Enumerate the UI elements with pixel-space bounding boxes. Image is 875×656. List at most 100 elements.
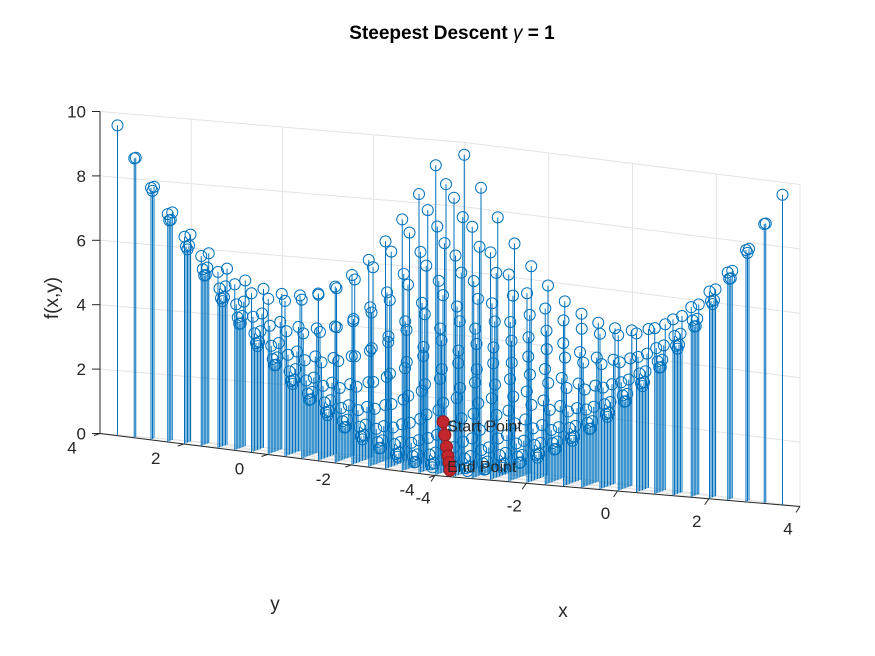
stem-marker — [524, 368, 536, 381]
stem-marker — [164, 213, 177, 226]
z-tick-label: 4 — [77, 296, 86, 315]
stem-marker — [421, 204, 434, 217]
stem-marker — [280, 325, 293, 338]
stem-marker — [492, 432, 504, 445]
stem-marker — [247, 310, 259, 323]
stem-marker — [344, 378, 357, 391]
stem-marker — [654, 361, 667, 374]
stem-marker — [600, 407, 612, 420]
stem-marker — [388, 438, 401, 451]
stem-marker — [543, 403, 556, 416]
x-tick-mark — [613, 490, 618, 498]
x-tick-mark — [795, 506, 801, 513]
stem-marker — [489, 378, 501, 391]
stem-marker — [379, 235, 392, 248]
stem-marker — [464, 450, 477, 463]
stem-marker — [440, 178, 452, 191]
stem-marker — [216, 295, 229, 308]
stem-marker — [429, 159, 442, 172]
stem-marker — [265, 339, 278, 352]
stem-marker — [364, 301, 377, 314]
stem-marker — [382, 330, 395, 343]
stem-marker — [291, 345, 303, 358]
stem-marker — [516, 449, 529, 462]
z-tick-label: 6 — [77, 231, 86, 250]
stem-marker — [540, 324, 553, 337]
stem-marker — [467, 275, 480, 288]
stem-marker — [521, 287, 533, 300]
stem-marker — [613, 356, 626, 369]
stem-marker — [523, 308, 536, 321]
grid-line — [99, 239, 466, 272]
stem-marker — [461, 464, 474, 477]
stem-marker — [367, 375, 380, 388]
stem-marker — [279, 294, 291, 307]
stem-marker — [484, 246, 497, 259]
stem-marker — [289, 363, 302, 376]
stem-marker — [575, 307, 588, 320]
stem-marker — [456, 211, 469, 224]
stem-marker — [428, 457, 440, 470]
stem-marker — [475, 444, 488, 457]
stem-marker — [349, 350, 361, 363]
stem-marker — [365, 342, 378, 355]
stem-marker — [201, 261, 214, 274]
stem-marker — [673, 338, 685, 351]
stem-marker — [639, 365, 652, 378]
stem-marker — [370, 422, 383, 435]
stem-marker — [502, 268, 515, 281]
stem-marker — [381, 286, 393, 299]
stem-marker — [555, 372, 568, 385]
stem-marker — [212, 265, 224, 278]
x-axis-label: x — [558, 601, 568, 622]
stem-marker — [537, 394, 550, 407]
y-tick-mark — [261, 454, 268, 457]
grid-line — [351, 464, 717, 497]
grid-line — [99, 111, 466, 143]
stem-marker — [566, 434, 579, 447]
stem-marker — [438, 237, 451, 250]
stem-marker — [352, 404, 364, 417]
y-axis-label: y — [270, 594, 280, 615]
stem-marker — [330, 321, 343, 334]
stem-marker — [525, 398, 538, 411]
stem-marker — [161, 208, 174, 221]
z-tick-label: 0 — [77, 425, 86, 444]
stem-marker — [589, 379, 602, 392]
x-tick-mark — [704, 498, 710, 506]
stem-marker — [263, 319, 276, 332]
stem-marker — [723, 272, 736, 285]
stem-marker — [504, 316, 517, 329]
stem-marker — [449, 249, 462, 262]
stem-marker — [590, 351, 603, 364]
stem-marker — [312, 288, 325, 301]
stem-marker — [571, 402, 583, 415]
stem-marker — [490, 408, 503, 421]
stem-marker — [300, 374, 313, 387]
stem-marker — [472, 397, 485, 410]
stem-marker — [691, 312, 704, 325]
stem-marker — [452, 344, 465, 357]
stem-marker — [400, 323, 413, 336]
stem-marker — [367, 261, 379, 274]
axes — [92, 111, 801, 513]
stem-marker — [641, 347, 653, 360]
grid-line — [99, 175, 466, 208]
stem-marker — [417, 340, 430, 353]
stem-marker — [384, 367, 396, 380]
stem-marker — [256, 307, 268, 320]
stem-marker — [657, 339, 670, 352]
stem-marker — [292, 320, 305, 333]
stem-marker — [709, 283, 722, 296]
stem-marker — [648, 322, 661, 335]
stem-marker — [310, 322, 323, 335]
stem-marker — [507, 390, 520, 403]
stem-marker — [508, 237, 521, 250]
stem-marker — [373, 442, 386, 455]
stem-marker — [437, 396, 450, 409]
stem-marker — [667, 313, 679, 326]
x-tick-label: -2 — [507, 496, 522, 515]
stem-marker — [475, 181, 487, 194]
stem-marker — [403, 226, 416, 239]
